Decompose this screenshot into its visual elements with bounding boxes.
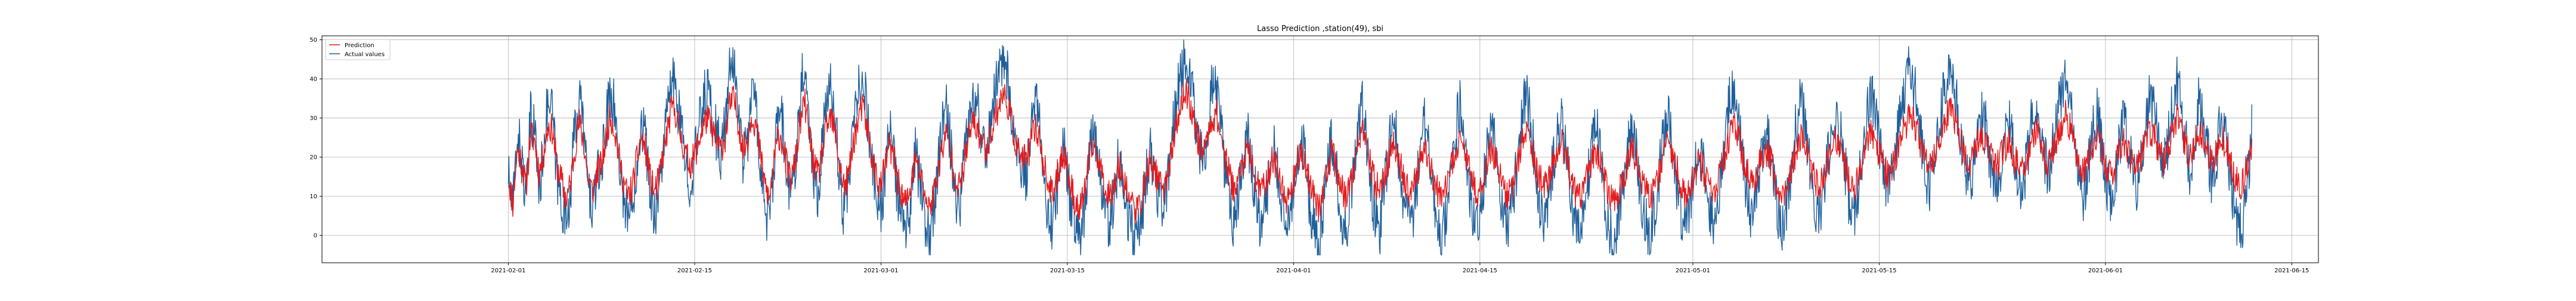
x-axis: 2021-02-01 2021-02-15 2021-03-01 2021-03-15… (491, 263, 2309, 274)
plot-area-frame (321, 35, 2319, 263)
x-tick-label: 2021-05-01 (1676, 268, 1710, 274)
x-tick-label: 2021-05-15 (1862, 268, 1896, 274)
x-tick-label: 2021-04-15 (1463, 268, 1497, 274)
y-axis: 0 10 20 30 40 50 (309, 37, 322, 239)
x-tick-label: 2021-06-15 (2274, 268, 2309, 274)
y-tick-label: 20 (309, 155, 317, 161)
x-tick-label: 2021-04-01 (1276, 268, 1311, 274)
legend: Prediction Actual values (325, 39, 391, 60)
legend-box (325, 39, 391, 60)
x-tick-label: 2021-06-01 (2088, 268, 2123, 274)
y-tick-label: 50 (309, 37, 317, 44)
y-tick-label: 10 (309, 194, 317, 200)
x-tick-label: 2021-02-01 (491, 268, 525, 274)
x-tick-label: 2021-02-15 (677, 268, 712, 274)
chart-title: Lasso Prediction ,station(49), sbi (1257, 24, 1383, 33)
x-tick-label: 2021-03-01 (863, 268, 898, 274)
series-line-prediction (507, 78, 2253, 224)
y-tick-label: 0 (314, 233, 317, 239)
y-tick-label: 40 (309, 76, 317, 83)
y-tick-label: 30 (309, 115, 317, 122)
x-tick-label: 2021-03-15 (1050, 268, 1085, 274)
legend-label-prediction: Prediction (345, 42, 374, 49)
series-layer (507, 39, 2253, 256)
legend-label-actual-values: Actual values (345, 51, 385, 58)
